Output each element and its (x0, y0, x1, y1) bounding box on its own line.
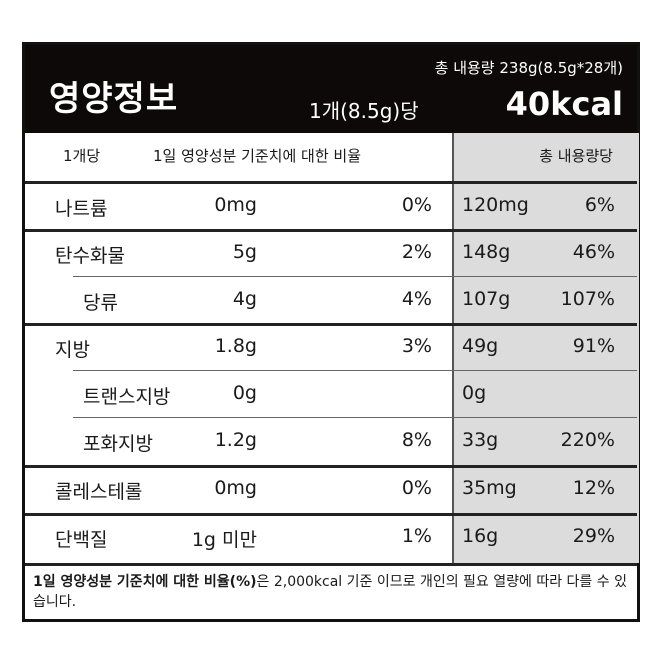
nutrition-facts-label: 영양정보 총 내용량 238g(8.5g*28개) 1개(8.5g)당 40kc… (22, 42, 640, 622)
nutrient-row: 당류 4g 4% 107g 107% (25, 277, 637, 324)
total-amount: 0g (462, 382, 487, 404)
total-daily-pct: 6% (584, 194, 615, 216)
label-title: 영양정보 (49, 79, 179, 119)
nutrient-daily-pct: 1% (401, 525, 432, 547)
nutrient-row: 트랜스지방 0g 0g (25, 371, 637, 418)
total-content: 총 내용량 238g(8.5g*28개) (434, 59, 623, 77)
total-amount: 49g (462, 335, 499, 357)
nutrient-name: 나트륨 (55, 198, 108, 220)
total-amount: 107g (462, 288, 511, 310)
total-amount: 120mg (462, 194, 529, 216)
nutrient-daily-pct: 2% (401, 241, 432, 263)
total-daily-pct: 107% (560, 288, 615, 310)
label-header: 영양정보 총 내용량 238g(8.5g*28개) 1개(8.5g)당 40kc… (25, 45, 637, 133)
nutrient-row: 지방 1.8g 3% 49g 91% (25, 324, 637, 371)
nutrient-row: 탄수화물 5g 2% 148g 46% (25, 230, 637, 277)
nutrient-name: 콜레스테롤 (55, 481, 143, 503)
total-amount: 33g (462, 429, 499, 451)
nutrient-name: 단백질 (55, 529, 108, 551)
calories: 40kcal (505, 85, 623, 123)
column-header-row: 1개당 1일 영양성분 기준치에 대한 비율 총 내용량당 (25, 133, 637, 184)
footnote-text: 은 2,000kcal 기준 이므로 개인의 필요 열량에 따라 다를 수 있습… (33, 574, 627, 610)
nutrient-amount: 4g (232, 288, 257, 310)
nutrient-row: 나트륨 0mg 0% 120mg 6% (25, 183, 637, 230)
nutrient-row: 포화지방 1.2g 8% 33g 220% (25, 418, 637, 465)
total-daily-pct: 29% (572, 525, 615, 547)
nutrient-name: 당류 (83, 292, 118, 314)
nutrient-amount: 5g (232, 241, 257, 263)
total-daily-pct: 220% (560, 429, 615, 451)
per-total-header: 총 내용량당 (539, 147, 613, 165)
daily-value-header: 1일 영양성분 기준치에 대한 비율 (153, 147, 362, 165)
nutrient-amount: 0g (232, 382, 257, 404)
nutrient-amount: 0mg (214, 194, 257, 216)
nutrient-daily-pct: 8% (401, 429, 432, 451)
total-daily-pct: 12% (572, 477, 615, 499)
nutrient-row: 단백질 1g 미만 1% 16g 29% (25, 514, 637, 561)
footnote: 1일 영양성분 기준치에 대한 비율(%)은 2,000kcal 기준 이므로 … (25, 563, 637, 622)
nutrient-amount: 1g 미만 (191, 529, 257, 551)
total-amount: 16g (462, 525, 499, 547)
per-piece-header: 1개당 (63, 147, 101, 165)
nutrient-daily-pct: 4% (401, 288, 432, 310)
nutrient-amount: 1.8g (214, 335, 257, 357)
nutrient-daily-pct: 3% (401, 335, 432, 357)
total-amount: 148g (462, 241, 511, 263)
nutrient-amount: 0mg (214, 477, 257, 499)
nutrient-row: 콜레스테롤 0mg 0% 35mg 12% (25, 466, 637, 513)
nutrient-name: 포화지방 (83, 433, 153, 455)
nutrient-name: 지방 (55, 339, 90, 361)
total-daily-pct: 91% (572, 335, 615, 357)
footnote-bold: 1일 영양성분 기준치에 대한 비율(%) (33, 574, 257, 590)
nutrient-daily-pct: 0% (401, 194, 432, 216)
nutrient-amount: 1.2g (214, 429, 257, 451)
serving-size: 1개(8.5g)당 (309, 99, 419, 123)
total-amount: 35mg (462, 477, 517, 499)
total-daily-pct: 46% (572, 241, 615, 263)
nutrient-daily-pct: 0% (401, 477, 432, 499)
total-column-background (452, 133, 639, 563)
nutrient-name: 탄수화물 (55, 245, 125, 267)
nutrient-name: 트랜스지방 (83, 386, 171, 408)
